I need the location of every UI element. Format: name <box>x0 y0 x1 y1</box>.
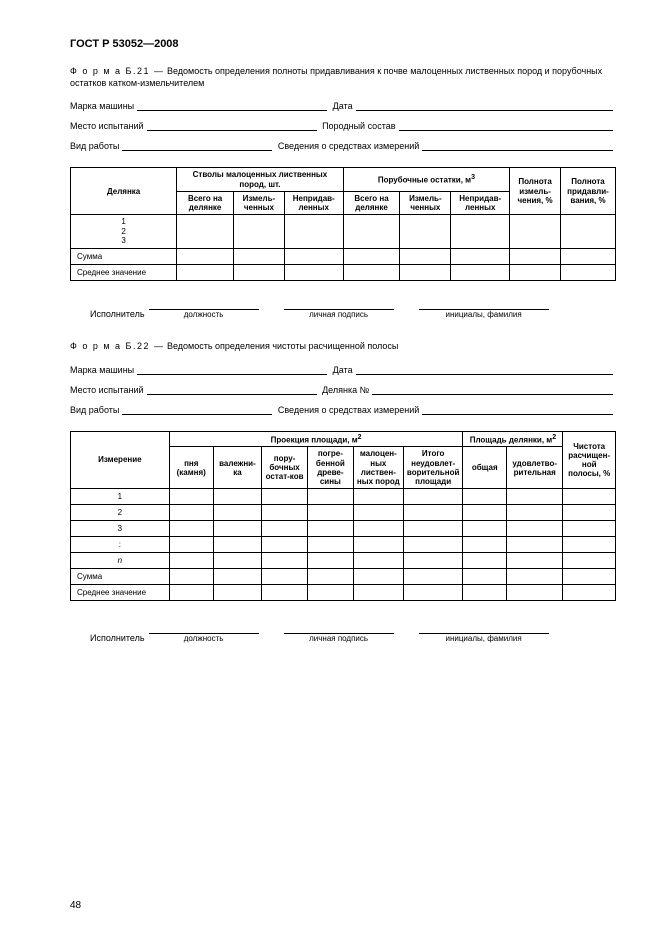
table-row: : <box>71 537 616 553</box>
label-place: Место испытаний <box>70 121 144 131</box>
field-place-composition: Место испытаний Породный состав <box>70 121 616 131</box>
th-press-pct: Полнота придавли-вания, % <box>561 168 616 215</box>
th-sub: Всего на делянке <box>177 191 234 214</box>
blank <box>372 385 613 395</box>
th-sub: Непридав-ленных <box>451 191 510 214</box>
th-measure: Измерение <box>71 431 170 489</box>
table-row-avg: Среднее значение <box>71 264 616 280</box>
th-group-proj: Проекция площади, м2 <box>169 431 463 447</box>
th-sub: валежни-ка <box>213 447 261 489</box>
table-row: 1 <box>71 489 616 505</box>
blank <box>356 365 613 375</box>
label-machine: Марка машины <box>70 365 134 375</box>
th-sub: пня (камня) <box>169 447 213 489</box>
document-header: ГОСТ Р 53052—2008 <box>70 38 616 50</box>
blank <box>122 405 272 415</box>
th-sub: погре-бенной древе-сины <box>308 447 354 489</box>
field-place-plot: Место испытаний Делянка № <box>70 385 616 395</box>
blank <box>147 385 317 395</box>
field-machine-date: Марка машины Дата <box>70 101 616 111</box>
field-machine-date2: Марка машины Дата <box>70 365 616 375</box>
th-sub: Всего на делянке <box>343 191 400 214</box>
table-row-sum: Сумма <box>71 569 616 585</box>
label-date: Дата <box>333 101 353 111</box>
form21-prefix: Ф о р м а Б.21 — <box>70 66 164 76</box>
row-nums: 123 <box>71 215 177 249</box>
label-instruments: Сведения о средствах измерений <box>278 141 419 151</box>
table-row: 2 <box>71 505 616 521</box>
blank <box>399 121 614 131</box>
field-work-instruments: Вид работы Сведения о средствах измерени… <box>70 141 616 151</box>
form22-title: Ф о р м а Б.22 — Ведомость определения ч… <box>70 341 616 353</box>
blank <box>356 101 613 111</box>
th-plot: Делянка <box>71 168 177 215</box>
label-work: Вид работы <box>70 141 119 151</box>
th-sub: малоцен-ных листвен-ных пород <box>353 447 403 489</box>
th-sub: Итого неудовлет-ворительной площади <box>403 447 463 489</box>
blank <box>422 405 613 415</box>
label-work: Вид работы <box>70 405 119 415</box>
table-row-sum: Сумма <box>71 248 616 264</box>
th-group1: Стволы малоценных лиственных пород, шт. <box>177 168 343 191</box>
field-work-instruments2: Вид работы Сведения о средствах измерени… <box>70 405 616 415</box>
th-sub: удовлетво-рительная <box>507 447 563 489</box>
table-row: 123 <box>71 215 616 249</box>
label-performer: Исполнитель <box>90 309 145 319</box>
th-crush-pct: Полнота измель-чения, % <box>510 168 561 215</box>
form22-prefix: Ф о р м а Б.22 — <box>70 341 164 351</box>
label-place: Место испытаний <box>70 385 144 395</box>
blank <box>137 101 327 111</box>
blank <box>122 141 272 151</box>
table-b21: Делянка Стволы малоценных лиственных пор… <box>70 167 616 281</box>
label-plotno: Делянка № <box>322 385 369 395</box>
th-clean: Чистота расчищен-ной полосы, % <box>563 431 616 489</box>
th-group2: Порубочные остатки, м3 <box>343 168 509 191</box>
label-instruments: Сведения о средствах измерений <box>278 405 419 415</box>
table-row: n <box>71 553 616 569</box>
label-performer: Исполнитель <box>90 633 145 643</box>
page-number: 48 <box>70 900 81 911</box>
blank <box>147 121 317 131</box>
blank <box>137 365 327 375</box>
table-row-avg: Среднее значение <box>71 585 616 601</box>
signature-row: Исполнитель должность личная подпись ини… <box>70 299 616 319</box>
th-sub: общая <box>463 447 507 489</box>
label-machine: Марка машины <box>70 101 134 111</box>
form22-title-text: Ведомость определения чистоты расчищенно… <box>164 341 398 351</box>
label-date: Дата <box>333 365 353 375</box>
th-group-area: Площадь делянки, м2 <box>463 431 563 447</box>
form21-title: Ф о р м а Б.21 — Ведомость определения п… <box>70 66 616 89</box>
table-row: 3 <box>71 521 616 537</box>
signature-row: Исполнитель должность личная подпись ини… <box>70 623 616 643</box>
th-sub: Измель-ченных <box>233 191 284 214</box>
th-sub: Непридав-ленных <box>284 191 343 214</box>
blank <box>422 141 613 151</box>
table-b22: Измерение Проекция площади, м2 Площадь д… <box>70 431 616 602</box>
th-sub: пору-бочных остат-ков <box>262 447 308 489</box>
label-composition: Породный состав <box>322 121 395 131</box>
th-sub: Измель-ченных <box>400 191 451 214</box>
